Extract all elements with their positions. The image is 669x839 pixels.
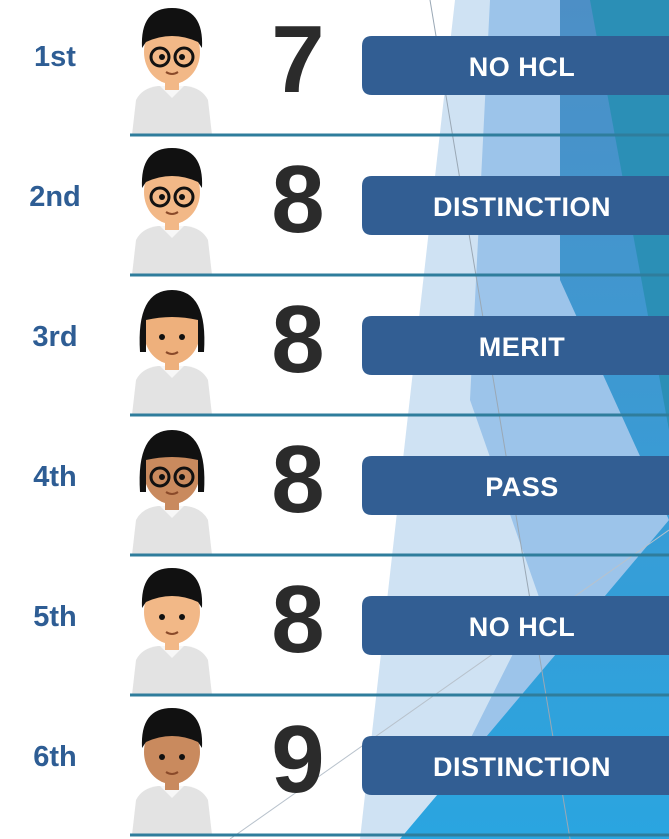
result: NO HCL <box>469 52 576 82</box>
result: DISTINCTION <box>433 752 611 782</box>
rank: 3rd <box>32 321 77 353</box>
rank: 6th <box>33 741 77 773</box>
eye <box>159 474 165 480</box>
score: 8 <box>271 146 324 253</box>
score: 8 <box>271 566 324 673</box>
page: 1st 7 NO HCL 2nd 8 DISTINCTION 3rd 8 MERIT 4th 8 PA… <box>0 0 669 839</box>
avatar <box>132 148 212 275</box>
rank: 4th <box>33 461 77 493</box>
score: 9 <box>271 706 324 813</box>
result: DISTINCTION <box>433 192 611 222</box>
avatar <box>132 568 212 695</box>
eye <box>179 194 185 200</box>
rank: 5th <box>33 601 77 633</box>
eye <box>179 54 185 60</box>
eye <box>179 614 185 620</box>
eye <box>179 754 185 760</box>
eye <box>159 614 165 620</box>
avatar <box>132 8 212 135</box>
rank: 2nd <box>29 181 81 213</box>
avatar <box>132 290 212 415</box>
score: 7 <box>271 6 324 113</box>
rank: 1st <box>34 41 76 73</box>
eye <box>179 474 185 480</box>
eye <box>179 334 185 340</box>
avatar <box>132 430 212 555</box>
eye <box>159 334 165 340</box>
result: MERIT <box>479 332 566 362</box>
avatar <box>132 708 212 835</box>
result: NO HCL <box>469 612 576 642</box>
eye <box>159 754 165 760</box>
result: PASS <box>485 472 559 502</box>
score: 8 <box>271 426 324 533</box>
score: 8 <box>271 286 324 393</box>
eye <box>159 54 165 60</box>
eye <box>159 194 165 200</box>
slide: 1st 7 NO HCL 2nd 8 DISTINCTION 3rd 8 MERIT 4th 8 PA… <box>0 0 669 839</box>
